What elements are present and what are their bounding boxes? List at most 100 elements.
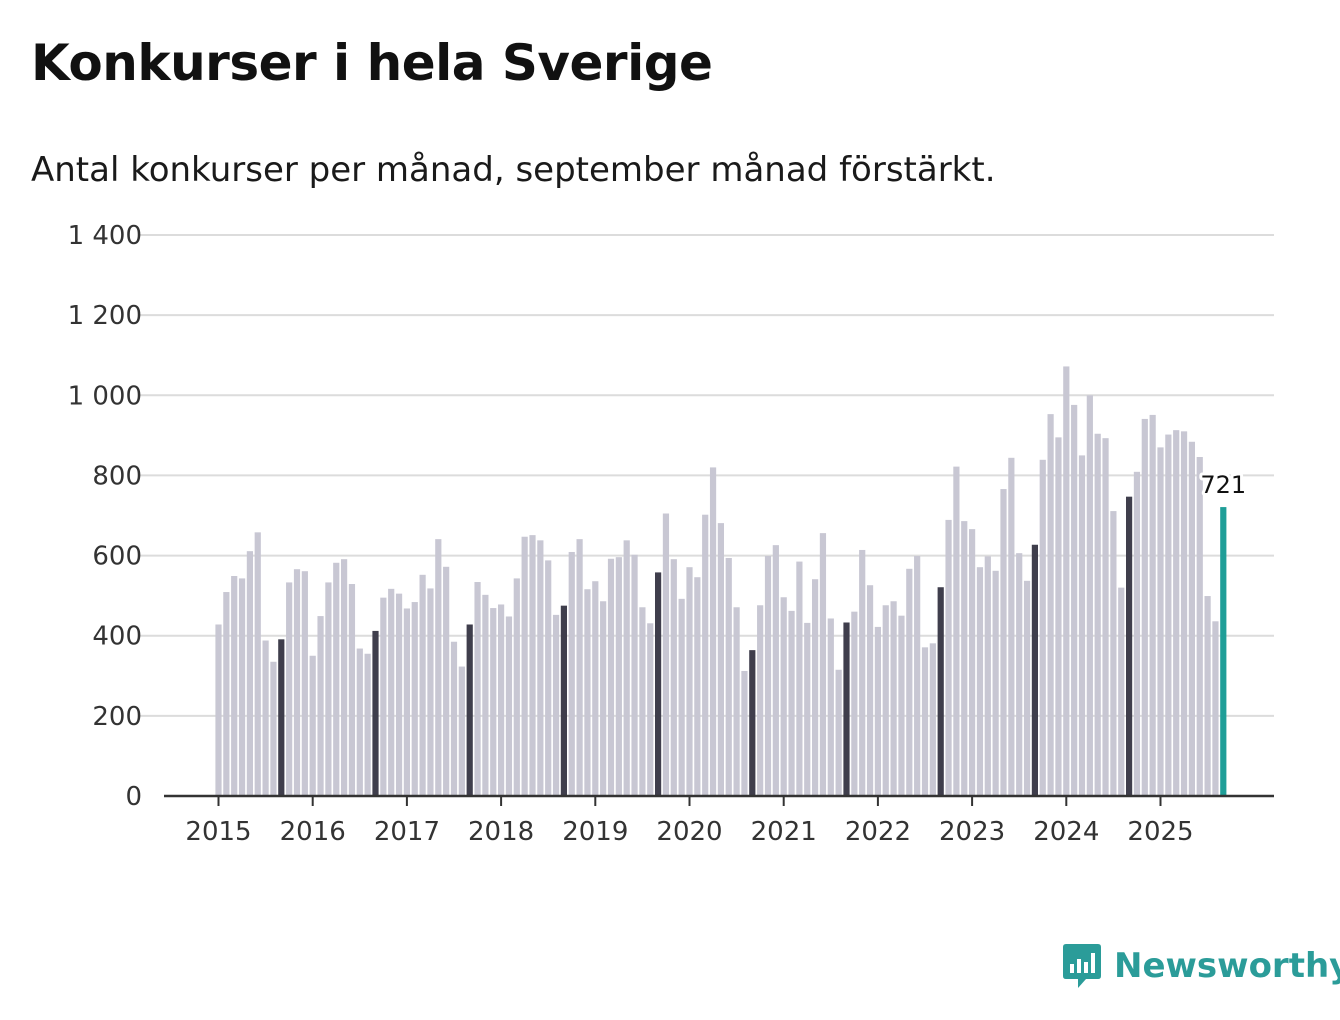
axes bbox=[164, 794, 1274, 806]
y-tick-label: 0 bbox=[125, 782, 142, 812]
bar bbox=[364, 653, 371, 796]
bar bbox=[976, 567, 984, 796]
bar bbox=[1180, 431, 1188, 796]
x-tick-label: 2019 bbox=[562, 817, 628, 847]
bar bbox=[498, 604, 505, 796]
bar bbox=[961, 521, 968, 796]
bar bbox=[505, 616, 513, 796]
bar bbox=[631, 554, 638, 796]
bar-september bbox=[1126, 496, 1133, 796]
y-tick-label: 800 bbox=[92, 461, 142, 491]
bar bbox=[969, 529, 976, 796]
bar bbox=[914, 555, 921, 796]
bar bbox=[1133, 471, 1141, 796]
bar bbox=[529, 535, 536, 796]
bar bbox=[906, 568, 913, 796]
bar bbox=[1110, 511, 1117, 796]
bar bbox=[725, 557, 732, 796]
bar bbox=[921, 647, 929, 796]
bar bbox=[1157, 447, 1164, 796]
bar bbox=[733, 607, 740, 796]
bar bbox=[1212, 621, 1219, 796]
bar bbox=[246, 551, 253, 796]
bar bbox=[286, 582, 293, 796]
bar-september bbox=[749, 650, 756, 796]
bar bbox=[388, 588, 395, 796]
bar bbox=[898, 615, 905, 796]
bar bbox=[443, 566, 450, 796]
bar bbox=[804, 622, 811, 796]
x-tick-label: 2023 bbox=[939, 817, 1005, 847]
bar bbox=[835, 669, 842, 796]
brand-name: Newsworthy bbox=[1114, 946, 1340, 986]
bar bbox=[1173, 430, 1180, 796]
bar bbox=[780, 597, 787, 796]
bar bbox=[1149, 414, 1156, 796]
bar bbox=[757, 605, 764, 796]
bar bbox=[1196, 457, 1203, 796]
bar bbox=[647, 623, 654, 796]
x-tick-label: 2022 bbox=[845, 817, 911, 847]
x-tick-label: 2020 bbox=[656, 817, 722, 847]
newsworthy-logo-icon bbox=[1063, 944, 1101, 988]
bar bbox=[521, 536, 528, 796]
bar-september bbox=[937, 587, 944, 796]
x-tick-label: 2024 bbox=[1033, 817, 1099, 847]
latest-value-label: 721 bbox=[1200, 471, 1246, 499]
x-tick-label: 2015 bbox=[185, 817, 251, 847]
bar bbox=[812, 579, 819, 796]
bar bbox=[1071, 404, 1078, 796]
bar bbox=[317, 616, 324, 796]
bar bbox=[615, 557, 622, 796]
bar bbox=[223, 592, 230, 796]
latest-value-label-halo: 721 bbox=[1200, 471, 1246, 499]
bar bbox=[356, 648, 363, 796]
x-tick-label: 2021 bbox=[751, 817, 817, 847]
bar bbox=[395, 593, 403, 796]
bar bbox=[215, 624, 222, 796]
bar bbox=[537, 540, 544, 796]
bar bbox=[1102, 438, 1109, 796]
bar bbox=[419, 574, 426, 796]
bar bbox=[1047, 414, 1054, 796]
bar bbox=[301, 571, 308, 796]
bar bbox=[568, 551, 575, 796]
bar bbox=[662, 513, 670, 796]
bar bbox=[992, 570, 999, 796]
bar bbox=[678, 598, 685, 796]
bar bbox=[458, 666, 465, 796]
bar-latest bbox=[1220, 507, 1227, 796]
x-tick-label: 2016 bbox=[280, 817, 346, 847]
bar bbox=[1016, 553, 1023, 796]
chart-title: Konkurser i hela Sverige bbox=[31, 34, 713, 92]
bar bbox=[819, 533, 827, 796]
bar bbox=[945, 519, 952, 796]
bar bbox=[1118, 587, 1125, 796]
bar bbox=[1204, 596, 1211, 796]
bar bbox=[411, 602, 418, 796]
bar bbox=[772, 545, 779, 796]
bar bbox=[1008, 457, 1015, 796]
bar bbox=[513, 578, 520, 796]
bar bbox=[796, 561, 803, 796]
bar bbox=[238, 578, 246, 796]
bar bbox=[254, 532, 261, 796]
y-tick-label: 1 000 bbox=[68, 381, 142, 411]
bar bbox=[953, 466, 960, 796]
bar bbox=[1063, 366, 1070, 796]
bar bbox=[874, 626, 881, 796]
bar bbox=[309, 655, 316, 796]
bar bbox=[490, 608, 497, 796]
bar-september bbox=[1031, 544, 1038, 796]
bar-september bbox=[655, 572, 662, 796]
bar-september bbox=[843, 622, 850, 796]
bar bbox=[450, 641, 458, 796]
bar bbox=[231, 576, 238, 796]
bar bbox=[403, 608, 410, 796]
bar bbox=[552, 614, 560, 796]
bar bbox=[1055, 437, 1062, 796]
bar bbox=[1188, 441, 1195, 796]
bar bbox=[1086, 395, 1093, 796]
bar bbox=[827, 618, 834, 796]
